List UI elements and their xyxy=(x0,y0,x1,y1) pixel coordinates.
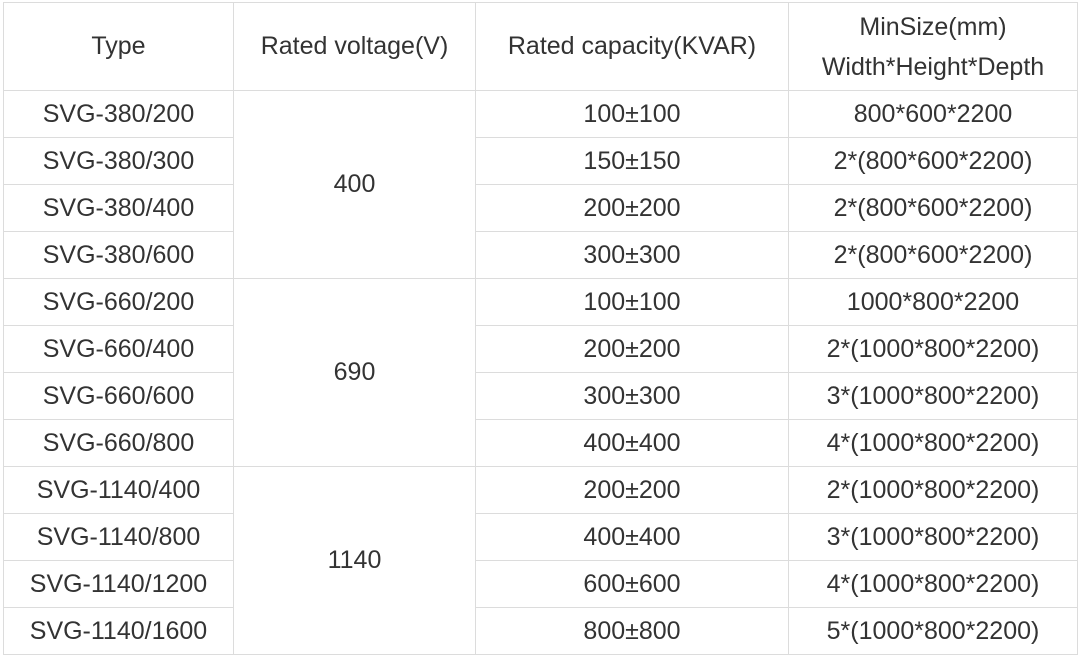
table-row: SVG-380/400 200±200 2*(800*600*2200) xyxy=(3,184,1078,232)
type-cell: SVG-660/200 xyxy=(3,278,234,326)
capacity-cell: 200±200 xyxy=(475,184,789,232)
size-cell: 2*(1000*800*2200) xyxy=(788,466,1078,514)
capacity-cell: 300±300 xyxy=(475,372,789,420)
spec-table: Type Rated voltage(V) Rated capacity(KVA… xyxy=(3,2,1078,655)
size-cell: 3*(1000*800*2200) xyxy=(788,513,1078,561)
table-container: Type Rated voltage(V) Rated capacity(KVA… xyxy=(3,2,1078,655)
type-cell: SVG-660/400 xyxy=(3,325,234,373)
type-cell: SVG-1140/800 xyxy=(3,513,234,561)
type-cell: SVG-660/800 xyxy=(3,419,234,467)
voltage-cell: 690 xyxy=(233,278,476,467)
header-cell: MinSize(mm) Width*Height*Depth xyxy=(788,2,1078,91)
type-cell: SVG-380/300 xyxy=(3,137,234,185)
size-cell: 2*(800*600*2200) xyxy=(788,184,1078,232)
table-row: SVG-380/600 300±300 2*(800*600*2200) xyxy=(3,231,1078,279)
header-cell: Rated voltage(V) xyxy=(233,2,476,91)
type-cell: SVG-660/600 xyxy=(3,372,234,420)
capacity-cell: 400±400 xyxy=(475,513,789,561)
capacity-cell: 200±200 xyxy=(475,325,789,373)
type-cell: SVG-1140/1600 xyxy=(3,607,234,655)
capacity-cell: 100±100 xyxy=(475,278,789,326)
size-cell: 4*(1000*800*2200) xyxy=(788,560,1078,608)
type-cell: SVG-1140/400 xyxy=(3,466,234,514)
capacity-cell: 150±150 xyxy=(475,137,789,185)
table-row: SVG-660/400 200±200 2*(1000*800*2200) xyxy=(3,325,1078,373)
table-row: SVG-660/200 690 100±100 1000*800*2200 xyxy=(3,278,1078,467)
table-body: SVG-380/200 400 100±100 800*600*2200 SVG-380… xyxy=(3,90,1078,655)
size-cell: 3*(1000*800*2200) xyxy=(788,372,1078,420)
capacity-cell: 600±600 xyxy=(475,560,789,608)
size-cell: 1000*800*2200 xyxy=(788,278,1078,326)
size-cell: 4*(1000*800*2200) xyxy=(788,419,1078,467)
size-cell: 2*(1000*800*2200) xyxy=(788,325,1078,373)
table-row: SVG-380/300 150±150 2*(800*600*2200) xyxy=(3,137,1078,185)
header-line: Width*Height*Depth xyxy=(821,52,1045,81)
table-row: SVG-1140/800 400±400 3*(1000*800*2200) xyxy=(3,513,1078,561)
header-cell: Type xyxy=(3,2,234,91)
type-cell: SVG-380/600 xyxy=(3,231,234,279)
type-cell: SVG-1140/1200 xyxy=(3,560,234,608)
header-line: MinSize(mm) xyxy=(859,12,1007,41)
voltage-cell: 1140 xyxy=(233,466,476,655)
table-header: Type Rated voltage(V) Rated capacity(KVA… xyxy=(3,2,1078,91)
type-cell: SVG-380/200 xyxy=(3,90,234,138)
capacity-cell: 200±200 xyxy=(475,466,789,514)
capacity-cell: 100±100 xyxy=(475,90,789,138)
size-cell: 800*600*2200 xyxy=(788,90,1078,138)
capacity-cell: 300±300 xyxy=(475,231,789,279)
table-row: SVG-660/600 300±300 3*(1000*800*2200) xyxy=(3,372,1078,420)
table-row: SVG-1140/1600 800±800 5*(1000*800*2200) xyxy=(3,607,1078,655)
table-row: SVG-1140/400 1140 200±200 2*(1000*800*2200) xyxy=(3,466,1078,655)
voltage-cell: 400 xyxy=(233,90,476,279)
size-cell: 5*(1000*800*2200) xyxy=(788,607,1078,655)
size-cell: 2*(800*600*2200) xyxy=(788,137,1078,185)
capacity-cell: 400±400 xyxy=(475,419,789,467)
table-row: SVG-1140/1200 600±600 4*(1000*800*2200) xyxy=(3,560,1078,608)
header-row: Type Rated voltage(V) Rated capacity(KVA… xyxy=(3,2,1078,91)
table-row: SVG-380/200 400 100±100 800*600*2200 xyxy=(3,90,1078,279)
type-cell: SVG-380/400 xyxy=(3,184,234,232)
size-cell: 2*(800*600*2200) xyxy=(788,231,1078,279)
header-cell: Rated capacity(KVAR) xyxy=(475,2,789,91)
table-row: SVG-660/800 400±400 4*(1000*800*2200) xyxy=(3,419,1078,467)
capacity-cell: 800±800 xyxy=(475,607,789,655)
